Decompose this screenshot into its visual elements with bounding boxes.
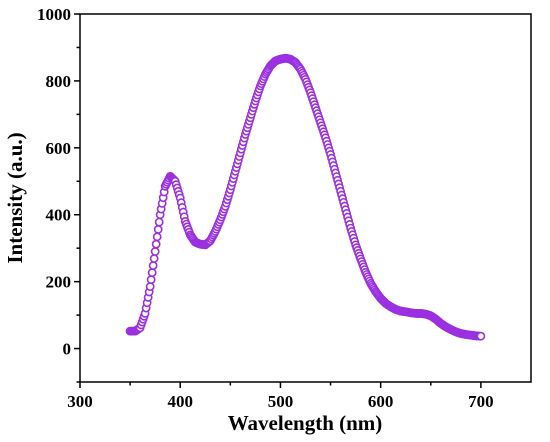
data-point: [146, 275, 156, 285]
x-tick-label: 300: [67, 392, 93, 411]
data-point: [476, 331, 486, 341]
y-tick-label: 200: [46, 273, 72, 292]
data-point: [151, 239, 161, 249]
data-point: [145, 282, 155, 292]
x-tick-label: 600: [368, 392, 394, 411]
y-tick-label: 1000: [37, 5, 71, 24]
tick-labels: 300 400 500 600 700 0 200 400 600 800 1000: [37, 5, 494, 411]
data-point: [153, 225, 163, 234]
data-point: [152, 232, 162, 242]
data-point: [149, 254, 159, 263]
y-tick-label: 800: [46, 72, 72, 91]
x-tick-label: 500: [268, 392, 294, 411]
y-tick-label: 0: [63, 340, 72, 359]
data-point: [147, 268, 157, 277]
y-tick-label: 600: [46, 139, 72, 158]
data-point: [154, 217, 164, 227]
x-tick-label: 400: [167, 392, 193, 411]
x-axis-title: Wavelength (nm): [228, 411, 383, 435]
data-point: [148, 261, 158, 270]
data-series: [125, 53, 486, 341]
data-point: [150, 247, 160, 256]
y-axis-title: Intensity (a.u.): [3, 132, 27, 263]
x-tick-label: 700: [468, 392, 494, 411]
y-tick-label: 400: [46, 206, 72, 225]
plot-frame: [79, 13, 532, 383]
